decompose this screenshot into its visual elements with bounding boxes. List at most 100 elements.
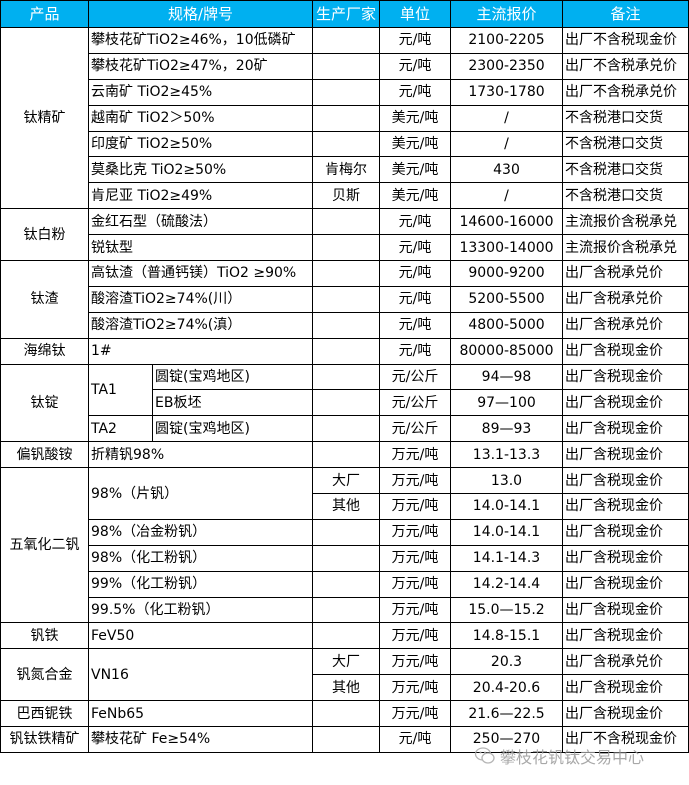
table-row: 偏钒酸铵 折精钒98% 万元/吨 13.1-13.3 出厂含税现金价 — [0, 441, 689, 469]
table-row: 酸溶渣TiO2≥74%(川） 元/吨 5200-5500 出厂含税承兑价 — [1, 285, 689, 313]
producer-cell — [312, 27, 380, 54]
watermark: 攀枝花钒钛交易中心 — [474, 744, 644, 768]
producer-cell — [312, 544, 380, 572]
spec-cell: 金红石型（硫酸法） — [88, 208, 313, 236]
remark-cell: 出厂含税现金价 — [562, 467, 689, 495]
price-cell: 89—93 — [450, 415, 563, 443]
table-row: 钛渣 高钛渣（普通钙镁）TiO2 ≥90% 元/吨 9000-9200 出厂含税承兑价 — [0, 260, 689, 339]
unit-cell: 元/吨 — [379, 52, 451, 80]
table-row: 99%（化工粉钒） 万元/吨 14.2-14.4 出厂含税现金价 — [1, 570, 689, 598]
remark-cell: 出厂含税承兑价 — [562, 285, 689, 313]
price-cell: 20.4-20.6 — [450, 674, 563, 702]
price-cell: 97—100 — [450, 389, 563, 417]
spec-cell: 攀枝花矿TiO2≥46%，10低磷矿 — [88, 27, 313, 54]
table-row: 攀枝花矿TiO2≥47%，20矿 元/吨 2300-2350 出厂不含税承兑价 — [1, 52, 689, 80]
price-cell: 13300-14000 — [450, 234, 563, 262]
table-row: 印度矿 TiO2≥50% 美元/吨 / 不含税港口交货 — [1, 130, 689, 158]
producer-cell — [312, 570, 380, 598]
table-row: 其他 万元/吨 14.0-14.1 出厂含税现金价 — [1, 493, 689, 520]
price-cell: 14.0-14.1 — [450, 493, 563, 520]
producer-cell — [312, 363, 380, 391]
unit-cell: 万元/吨 — [379, 467, 451, 495]
header-row: 产品 规格/牌号 生产厂家 单位 主流报价 备注 — [0, 0, 689, 28]
product-cell: 钒氮合金 — [0, 648, 89, 702]
price-cell: 5200-5500 — [450, 285, 563, 313]
price-cell: 13.0 — [450, 467, 563, 495]
price-cell: 14.0-14.1 — [450, 518, 563, 546]
unit-cell: 美元/吨 — [379, 182, 451, 210]
unit-cell: 万元/吨 — [379, 518, 451, 546]
header-unit: 单位 — [379, 0, 451, 28]
spec-cell: 98%（化工粉钒） — [88, 544, 313, 572]
product-cell: 钛锭 — [0, 363, 89, 443]
unit-cell: 元/吨 — [379, 311, 451, 339]
price-cell: 1730-1780 — [450, 78, 563, 106]
table-row: 钒氮合金 VN16 大厂 万元/吨 20.3 出厂含税承兑价 — [0, 648, 689, 702]
remark-cell: 出厂不含税承兑价 — [562, 52, 689, 80]
unit-cell: 元/吨 — [379, 27, 451, 54]
sub-spec-cell: EB板坯 — [152, 389, 313, 417]
spec-cell: 折精钒98% — [88, 441, 313, 469]
producer-cell — [312, 622, 380, 650]
header-remark: 备注 — [562, 0, 689, 28]
producer-cell: 其他 — [312, 493, 380, 520]
sub-spec-cell: 圆锭(宝鸡地区) — [152, 363, 313, 391]
unit-cell: 万元/吨 — [379, 441, 451, 469]
table-row: 肯尼亚 TiO2≥49% 贝斯 美元/吨 / 不含税港口交货 — [1, 182, 689, 210]
header-producer: 生产厂家 — [312, 0, 380, 28]
remark-cell: 出厂不含税现金价 — [562, 27, 689, 54]
unit-cell: 万元/吨 — [379, 493, 451, 520]
product-cell: 五氧化二钒 — [0, 467, 89, 624]
unit-cell: 万元/吨 — [379, 674, 451, 702]
table-row: 莫桑比克 TiO2≥50% 肯梅尔 美元/吨 430 不含税港口交货 — [1, 156, 689, 184]
remark-cell: 不含税港口交货 — [562, 182, 689, 210]
remark-cell: 出厂含税现金价 — [562, 493, 689, 520]
remark-cell: 出厂含税承兑价 — [562, 648, 689, 676]
unit-cell: 元/吨 — [379, 726, 451, 753]
product-cell: 巴西铌铁 — [0, 700, 89, 728]
table-row: 钛精矿 攀枝花矿TiO2≥46%，10低磷矿 元/吨 2100-2205 出厂不含税现金… — [0, 26, 689, 210]
price-cell: 14.1-14.3 — [450, 544, 563, 572]
producer-cell — [312, 260, 380, 287]
remark-cell: 主流报价含税承兑 — [562, 208, 689, 236]
table-row: 钒钛铁精矿 攀枝花矿 Fe≥54% 元/吨 250—270 出厂不含税现金价 — [0, 726, 689, 753]
price-cell: 250—270 — [450, 726, 563, 753]
price-cell: 14600-16000 — [450, 208, 563, 236]
producer-cell — [312, 337, 380, 365]
unit-cell: 万元/吨 — [379, 596, 451, 624]
spec-cell: FeV50 — [88, 622, 313, 650]
unit-cell: 元/吨 — [379, 234, 451, 262]
spec-cell: 锐钛型 — [88, 234, 313, 262]
table-row: 云南矿 TiO2≥45% 元/吨 1730-1780 出厂不含税承兑价 — [1, 78, 689, 106]
unit-cell: 万元/吨 — [379, 700, 451, 728]
product-cell: 钛精矿 — [0, 26, 89, 210]
price-cell: 14.2-14.4 — [450, 570, 563, 598]
price-cell: 13.1-13.3 — [450, 441, 563, 469]
spec-cell: 98%（冶金粉钒） — [88, 518, 313, 546]
producer-cell — [312, 700, 380, 728]
remark-cell: 出厂含税现金价 — [562, 441, 689, 469]
unit-cell: 元/公斤 — [379, 363, 451, 391]
spec-cell: 99%（化工粉钒） — [88, 570, 313, 598]
producer-cell — [312, 389, 380, 417]
table-row: 越南矿 TiO2＞50% 美元/吨 / 不含税港口交货 — [1, 104, 689, 132]
product-cell: 钛渣 — [0, 260, 89, 339]
spec-cell: 1# — [88, 337, 313, 365]
table-row: 五氧化二钒 98%（片钒） 大厂 万元/吨 13.0 出厂含税现金价 — [0, 467, 689, 624]
price-cell: 9000-9200 — [450, 260, 563, 287]
table-row: 其他 万元/吨 20.4-20.6 出厂含税现金价 — [1, 674, 689, 702]
table-row: 99.5%（化工粉钒） 万元/吨 15.0—15.2 出厂含税现金价 — [1, 596, 689, 624]
producer-cell — [312, 311, 380, 339]
product-cell: 偏钒酸铵 — [0, 441, 89, 469]
spec-cell: TA1 — [88, 363, 153, 417]
product-cell: 钛白粉 — [0, 208, 89, 262]
producer-cell — [312, 104, 380, 132]
remark-cell: 出厂含税承兑价 — [562, 311, 689, 339]
producer-cell — [312, 78, 380, 106]
table-row: 巴西铌铁 FeNb65 万元/吨 21.6—22.5 出厂含税现金价 — [0, 700, 689, 728]
price-cell: 15.0—15.2 — [450, 596, 563, 624]
table-body: 钛精矿 攀枝花矿TiO2≥46%，10低磷矿 元/吨 2100-2205 出厂不含税现金… — [0, 26, 689, 753]
remark-cell: 出厂含税现金价 — [562, 415, 689, 443]
remark-cell: 出厂含税现金价 — [562, 337, 689, 365]
price-cell: 2300-2350 — [450, 52, 563, 80]
